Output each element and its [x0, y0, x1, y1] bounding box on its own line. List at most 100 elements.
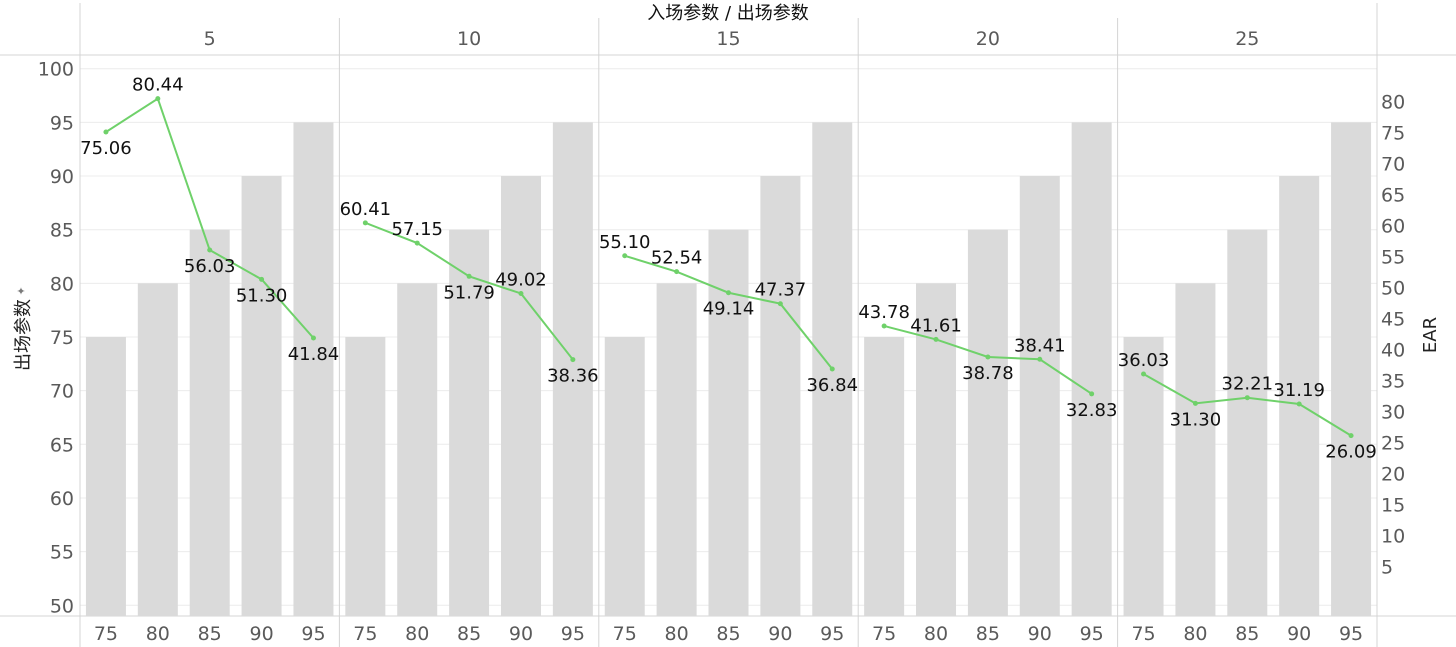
x-tick-label: 80 [146, 623, 170, 645]
x-tick-label: 95 [301, 623, 325, 645]
x-tick-label: 75 [613, 623, 637, 645]
panel-header: 20 [976, 28, 1000, 50]
y-tick-label: 85 [50, 220, 74, 242]
y2-tick-label: 65 [1381, 184, 1405, 206]
x-tick-label: 90 [509, 623, 533, 645]
bar [293, 122, 334, 616]
y2-tick-label: 60 [1381, 215, 1405, 237]
ear-data-label: 56.03 [184, 256, 236, 277]
ear-data-label: 43.78 [858, 302, 910, 323]
ear-point [155, 96, 161, 102]
x-tick-label: 80 [1183, 623, 1207, 645]
panel-header: 25 [1235, 28, 1259, 50]
y2-tick-label: 15 [1381, 494, 1405, 516]
ear-point [985, 354, 991, 360]
ear-point [777, 301, 783, 307]
y2-tick-label: 30 [1381, 401, 1405, 423]
ear-data-label: 47.37 [755, 280, 807, 301]
y-tick-label: 50 [50, 595, 74, 617]
chart-title: 入场参数 / 出场参数 [647, 3, 809, 24]
ear-point [103, 129, 109, 135]
x-tick-label: 80 [665, 623, 689, 645]
y-tick-label: 95 [50, 112, 74, 134]
bar [449, 229, 490, 616]
ear-point [726, 290, 731, 296]
bar [397, 283, 438, 616]
ear-data-label: 38.36 [547, 366, 599, 387]
bars [85, 122, 1372, 617]
panel-headers: 5 10 15 20 25 [204, 28, 1260, 50]
ear-data-label: 36.03 [1118, 350, 1170, 371]
y-tick-label: 60 [50, 488, 74, 510]
panel-header: 5 [204, 28, 216, 50]
y-tick-label: 80 [50, 273, 74, 295]
y2-tick-label: 35 [1381, 370, 1405, 392]
ear-data-label: 32.21 [1222, 374, 1274, 395]
ear-point [466, 273, 472, 279]
x-tick-label: 85 [976, 623, 1000, 645]
x-tick-label: 90 [1028, 623, 1052, 645]
bar [189, 229, 230, 616]
x-tick-label: 75 [872, 623, 896, 645]
bar [967, 229, 1008, 616]
bar [1123, 337, 1164, 616]
bar [552, 122, 593, 616]
x-tick-label: 85 [198, 623, 222, 645]
y-axis-title: 出场参数 [13, 299, 34, 371]
bar [604, 337, 645, 616]
y2-tick-label: 70 [1381, 153, 1405, 175]
ear-data-label: 26.09 [1325, 442, 1377, 463]
bar [85, 337, 126, 616]
ear-point [674, 269, 680, 275]
ear-data-label: 49.14 [703, 299, 755, 320]
ear-data-label: 32.83 [1066, 400, 1118, 421]
ear-point [570, 357, 576, 363]
bar [760, 176, 801, 617]
x-tick-label: 85 [716, 623, 740, 645]
y2-axis-title: EAR [1420, 317, 1441, 353]
x-tick-label: 90 [768, 623, 792, 645]
bar [1227, 229, 1268, 616]
sort-icon[interactable]: ✦ [16, 285, 25, 298]
ear-data-label: 38.78 [962, 363, 1014, 384]
y2-tick-label: 25 [1381, 432, 1405, 454]
ear-data-label: 60.41 [340, 199, 392, 220]
ear-data-label: 49.02 [495, 269, 547, 290]
x-tick-label: 85 [457, 623, 481, 645]
bar [1279, 176, 1320, 617]
ear-data-label: 55.10 [599, 232, 651, 253]
ear-data-label: 57.15 [391, 219, 443, 240]
ear-point [259, 276, 265, 282]
ear-data-label: 51.79 [443, 282, 495, 303]
ear-point [1192, 400, 1198, 406]
bar [864, 337, 905, 616]
bar [1071, 122, 1112, 616]
y2-tick-label: 45 [1381, 308, 1405, 330]
ear-point [1348, 433, 1354, 439]
ear-data-label: 52.54 [651, 248, 703, 269]
bar [656, 283, 697, 616]
x-tick-label: 75 [1131, 623, 1155, 645]
y-tick-label: 55 [50, 542, 74, 564]
bar [137, 283, 178, 616]
ear-point [1296, 401, 1302, 407]
x-tick-label: 80 [924, 623, 948, 645]
bar [500, 176, 541, 617]
bar [1019, 176, 1060, 617]
ear-point [622, 253, 628, 259]
ear-point [414, 240, 420, 246]
ear-point [829, 366, 835, 372]
ear-data-label: 31.30 [1170, 409, 1222, 430]
x-tick-label: 95 [1080, 623, 1104, 645]
x-tick-label: 90 [1287, 623, 1311, 645]
ear-data-label: 75.06 [80, 138, 132, 159]
y2-tick-label: 10 [1381, 525, 1405, 547]
ear-point [1037, 356, 1043, 362]
ear-point [1244, 395, 1250, 401]
x-tick-label: 95 [561, 623, 585, 645]
y2-tick-label: 40 [1381, 339, 1405, 361]
ear-data-label: 38.41 [1014, 335, 1066, 356]
ear-data-label: 36.84 [806, 375, 858, 396]
bar [1175, 283, 1216, 616]
